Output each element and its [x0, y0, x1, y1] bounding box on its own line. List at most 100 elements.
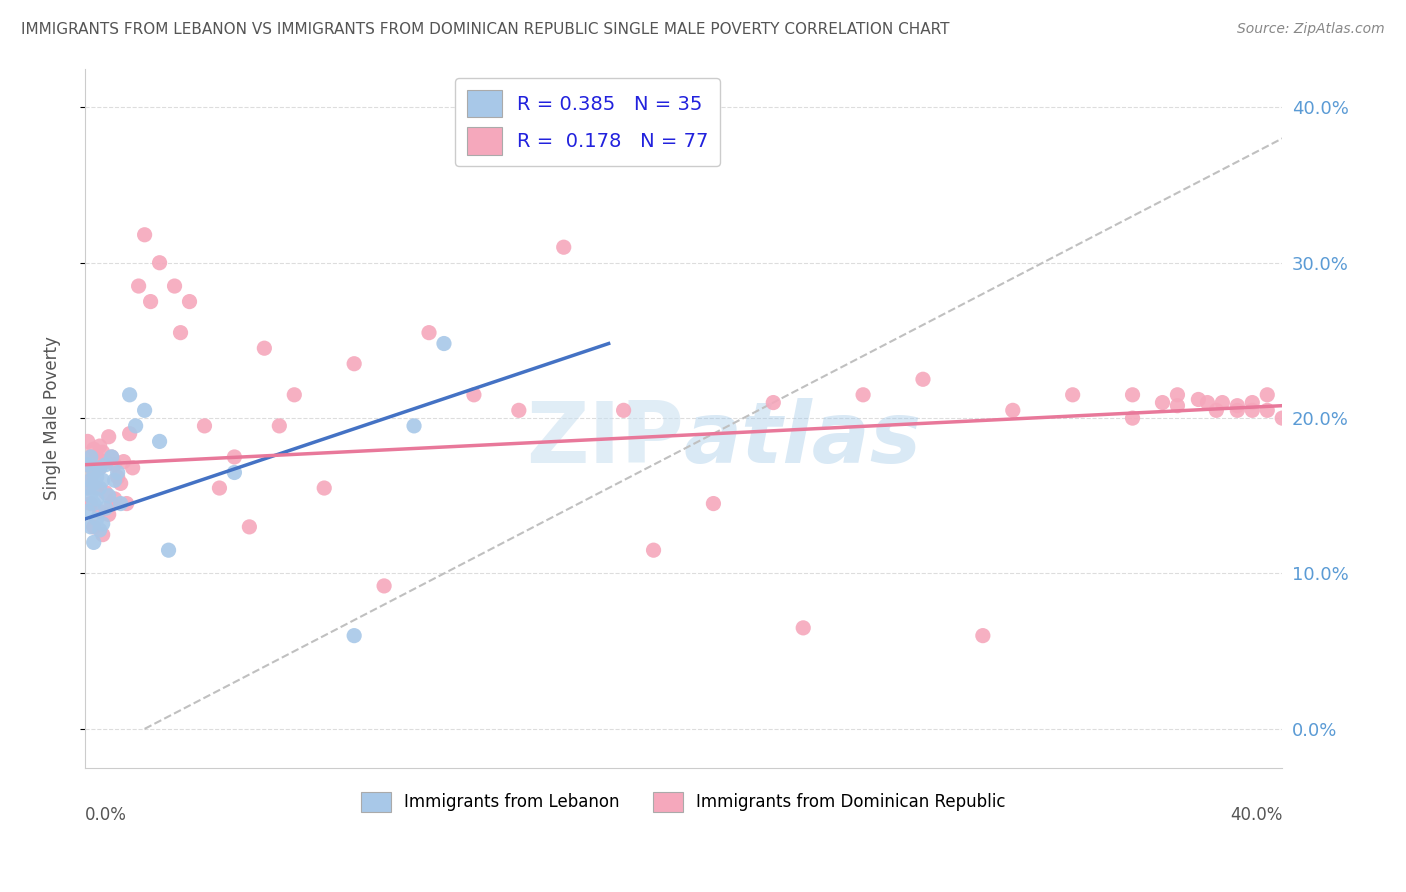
Point — [157, 543, 180, 558]
Point — [91, 445, 114, 459]
Point — [80, 450, 103, 464]
Legend: Immigrants from Lebanon, Immigrants from Dominican Republic: Immigrants from Lebanon, Immigrants from… — [354, 785, 1012, 819]
Point — [91, 516, 114, 531]
Point — [80, 520, 103, 534]
Point — [89, 481, 111, 495]
Point — [1062, 388, 1084, 402]
Point — [100, 450, 122, 464]
Point — [134, 403, 156, 417]
Point — [253, 341, 276, 355]
Point — [104, 458, 127, 472]
Point — [83, 520, 105, 534]
Point — [1271, 411, 1294, 425]
Point — [89, 460, 111, 475]
Point — [83, 535, 105, 549]
Point — [97, 489, 120, 503]
Point — [100, 497, 122, 511]
Point — [83, 442, 105, 457]
Point — [1187, 392, 1209, 407]
Point — [179, 294, 201, 309]
Point — [128, 279, 150, 293]
Text: atlas: atlas — [683, 398, 921, 481]
Point — [343, 357, 366, 371]
Point — [1241, 395, 1264, 409]
Point — [169, 326, 191, 340]
Point — [76, 504, 98, 518]
Y-axis label: Single Male Poverty: Single Male Poverty — [44, 336, 60, 500]
Point — [208, 481, 231, 495]
Point — [792, 621, 814, 635]
Point — [343, 629, 366, 643]
Point — [238, 520, 260, 534]
Point — [86, 512, 108, 526]
Point — [94, 485, 117, 500]
Point — [118, 388, 141, 402]
Point — [94, 458, 117, 472]
Point — [97, 430, 120, 444]
Text: 0.0%: 0.0% — [84, 806, 127, 824]
Point — [613, 403, 636, 417]
Point — [80, 489, 103, 503]
Point — [269, 418, 291, 433]
Point — [1122, 388, 1144, 402]
Point — [314, 481, 336, 495]
Point — [118, 426, 141, 441]
Point — [163, 279, 186, 293]
Point — [83, 466, 105, 480]
Point — [508, 403, 530, 417]
Point — [433, 336, 456, 351]
Point — [76, 481, 98, 495]
Point — [94, 501, 117, 516]
Point — [702, 497, 724, 511]
Point — [80, 450, 103, 464]
Point — [1001, 403, 1024, 417]
Point — [148, 256, 170, 270]
Point — [121, 460, 143, 475]
Point — [83, 497, 105, 511]
Point — [89, 439, 111, 453]
Point — [86, 491, 108, 506]
Point — [1122, 411, 1144, 425]
Point — [1226, 399, 1249, 413]
Point — [115, 497, 138, 511]
Point — [1205, 403, 1227, 417]
Point — [1197, 395, 1219, 409]
Point — [124, 418, 146, 433]
Point — [76, 458, 98, 472]
Point — [76, 458, 98, 472]
Point — [972, 629, 994, 643]
Point — [76, 434, 98, 449]
Point — [86, 470, 108, 484]
Point — [911, 372, 934, 386]
Point — [553, 240, 575, 254]
Point — [91, 473, 114, 487]
Point — [83, 466, 105, 480]
Point — [1241, 403, 1264, 417]
Point — [110, 476, 132, 491]
Text: 40.0%: 40.0% — [1230, 806, 1282, 824]
Point — [110, 497, 132, 511]
Point — [762, 395, 785, 409]
Point — [224, 466, 246, 480]
Point — [283, 388, 305, 402]
Point — [1166, 399, 1188, 413]
Point — [86, 481, 108, 495]
Point — [100, 450, 122, 464]
Point — [76, 481, 98, 495]
Point — [1256, 388, 1278, 402]
Text: IMMIGRANTS FROM LEBANON VS IMMIGRANTS FROM DOMINICAN REPUBLIC SINGLE MALE POVERT: IMMIGRANTS FROM LEBANON VS IMMIGRANTS FR… — [21, 22, 949, 37]
Point — [402, 418, 425, 433]
Text: Source: ZipAtlas.com: Source: ZipAtlas.com — [1237, 22, 1385, 37]
Point — [107, 470, 129, 484]
Point — [148, 434, 170, 449]
Point — [224, 450, 246, 464]
Point — [643, 543, 665, 558]
Point — [139, 294, 162, 309]
Point — [193, 418, 215, 433]
Point — [86, 450, 108, 464]
Point — [852, 388, 875, 402]
Point — [89, 460, 111, 475]
Point — [91, 527, 114, 541]
Point — [1211, 395, 1233, 409]
Point — [1226, 403, 1249, 417]
